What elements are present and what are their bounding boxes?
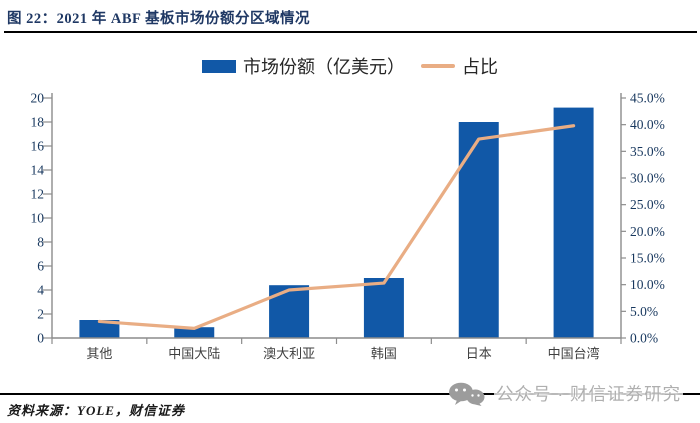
bar-series-swatch: [202, 59, 236, 73]
title-divider: [4, 31, 697, 33]
left-axis-tick-label: 14: [31, 163, 45, 178]
left-axis-tick-label: 10: [31, 211, 45, 226]
bar-中国大陆: [174, 327, 215, 338]
wechat-icon: [449, 382, 485, 406]
category-label-韩国: 韩国: [371, 346, 397, 361]
bar-中国台湾: [553, 107, 594, 338]
bar-澳大利亚: [269, 285, 310, 338]
left-axis-tick-label: 20: [31, 91, 45, 106]
category-label-中国大陆: 中国大陆: [168, 346, 220, 361]
category-label-其他: 其他: [86, 346, 112, 361]
right-axis-tick-label: 20.0%: [630, 224, 665, 239]
left-axis-tick-label: 2: [37, 307, 44, 322]
watermark-label: 公众号 · 财信证券研究: [494, 381, 684, 406]
legend-item-line: 占比: [421, 53, 498, 79]
bar-韩国: [363, 278, 404, 338]
figure-title: 图 22：2021 年 ABF 基板市场份额分区域情况: [7, 11, 310, 27]
category-label-日本: 日本: [466, 346, 492, 361]
right-axis-tick-label: 30.0%: [630, 171, 665, 186]
left-axis-tick-label: 18: [31, 115, 45, 130]
percentage-line-series: [97, 124, 576, 330]
bar-日本: [458, 122, 499, 338]
left-axis-tick-label: 0: [37, 331, 44, 346]
footer-divider: [0, 393, 700, 395]
bar-series-label: 市场份额（亿美元）: [243, 57, 405, 77]
right-axis-tick-label: 25.0%: [630, 197, 665, 212]
category-label-中国台湾: 中国台湾: [548, 346, 600, 361]
line-series-swatch: [421, 64, 455, 68]
right-axis-tick-label: 40.0%: [630, 117, 665, 132]
chart-legend: 市场份额（亿美元） 占比: [0, 53, 700, 79]
watermark: 公众号 · 财信证券研究: [448, 381, 684, 406]
right-axis-tick-label: 10.0%: [630, 277, 665, 292]
right-axis-tick-label: 0.0%: [630, 331, 658, 346]
left-axis-tick-label: 4: [37, 283, 44, 298]
line-series-label: 占比: [462, 57, 498, 77]
legend-item-bar: 市场份额（亿美元）: [202, 53, 405, 79]
source-note: 资料来源：YOLE，财信证券: [7, 403, 185, 418]
right-axis-tick-label: 45.0%: [630, 91, 665, 106]
left-axis-tick-label: 16: [31, 139, 45, 154]
left-axis-tick-label: 6: [37, 259, 44, 274]
bar-其他: [79, 320, 120, 338]
right-axis-tick-label: 5.0%: [630, 304, 658, 319]
right-axis-tick-label: 35.0%: [630, 144, 665, 159]
category-label-澳大利亚: 澳大利亚: [263, 346, 315, 361]
left-axis-tick-label: 12: [31, 187, 45, 202]
right-axis-tick-label: 15.0%: [630, 251, 665, 266]
left-axis-tick-label: 8: [37, 235, 44, 250]
